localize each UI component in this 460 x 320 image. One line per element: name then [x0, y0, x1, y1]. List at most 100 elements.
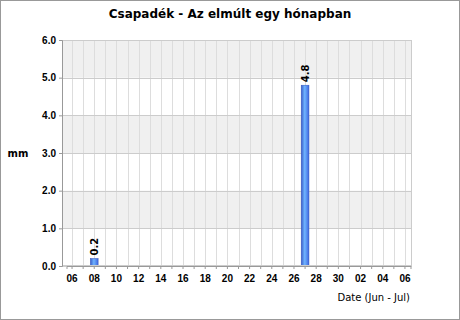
tick-mark [116, 266, 117, 269]
tick-mark [171, 266, 172, 269]
plot-area [62, 40, 412, 266]
tick-label: 3.0 [42, 148, 56, 159]
tick-mark [360, 266, 361, 269]
tick-label: 16 [177, 273, 189, 284]
x-axis-title: Date (Jun - Jul) [337, 292, 410, 303]
data-label: 0.2 [89, 238, 100, 256]
x-tick [349, 266, 350, 269]
y-tick: 3.0 [42, 148, 62, 159]
tick-mark [183, 266, 184, 269]
y-tick: 6.0 [42, 35, 62, 46]
tick-label: 02 [355, 273, 367, 284]
tick-mark [238, 266, 239, 269]
x-tick [127, 266, 128, 269]
tick-mark [138, 266, 139, 269]
tick-label: 24 [266, 273, 278, 284]
tick-mark [59, 266, 62, 267]
tick-label: 10 [111, 273, 123, 284]
x-tick: 22 [244, 266, 256, 284]
tick-mark [59, 191, 62, 192]
x-tick: 28 [311, 266, 323, 284]
x-tick: 18 [200, 266, 212, 284]
x-tick: 20 [222, 266, 234, 284]
x-tick: 24 [266, 266, 278, 284]
bar [301, 85, 309, 266]
x-tick [305, 266, 306, 269]
tick-label: 18 [200, 273, 212, 284]
y-axis: 0.01.02.03.04.05.06.0 [42, 35, 62, 272]
tick-mark [293, 266, 294, 269]
x-tick [171, 266, 172, 269]
tick-mark [327, 266, 328, 269]
bars [90, 85, 309, 266]
tick-mark [316, 266, 317, 269]
x-axis: 06081012141618202224262830020406 [66, 266, 411, 284]
tick-label: 06 [399, 273, 411, 284]
tick-label: 0.0 [42, 261, 56, 272]
tick-mark [338, 266, 339, 269]
grid-band [62, 191, 412, 229]
y-axis-title: mm [8, 148, 29, 159]
x-tick: 02 [355, 266, 367, 284]
y-tick: 0.0 [42, 261, 62, 272]
grid-line [62, 228, 412, 229]
x-tick: 08 [89, 266, 101, 284]
tick-mark [59, 115, 62, 116]
x-tick [327, 266, 328, 269]
tick-mark [271, 266, 272, 269]
x-tick [371, 266, 372, 269]
tick-mark [216, 266, 217, 269]
tick-label: 30 [333, 273, 345, 284]
tick-label: 22 [244, 273, 256, 284]
tick-mark [94, 266, 95, 269]
x-tick [260, 266, 261, 269]
data-label: 4.8 [300, 64, 311, 82]
x-axis-line [67, 267, 411, 270]
tick-label: 4.0 [42, 110, 56, 121]
grid-line [62, 153, 412, 154]
bar [90, 258, 98, 266]
x-tick: 04 [377, 266, 389, 284]
tick-mark [59, 153, 62, 154]
tick-mark [83, 266, 84, 269]
tick-label: 06 [66, 273, 78, 284]
tick-label: 12 [133, 273, 145, 284]
tick-mark [249, 266, 250, 269]
x-tick [83, 266, 84, 269]
title: Csapadék - Az elmúlt egy hónapban [109, 7, 352, 21]
tick-label: 5.0 [42, 72, 56, 83]
tick-label: 14 [155, 273, 167, 284]
tick-mark [282, 266, 283, 269]
tick-label: 6.0 [42, 35, 56, 46]
tick-mark [205, 266, 206, 269]
tick-mark [305, 266, 306, 269]
tick-mark [127, 266, 128, 269]
tick-mark [105, 266, 106, 269]
x-tick: 12 [133, 266, 145, 284]
x-tick [238, 266, 239, 269]
tick-mark [382, 266, 383, 269]
tick-mark [59, 78, 62, 79]
frame [1, 1, 460, 320]
x-tick: 10 [111, 266, 123, 284]
x-tick [216, 266, 217, 269]
y-tick: 4.0 [42, 110, 62, 121]
plot-frame [63, 41, 412, 266]
chart: 0.01.02.03.04.05.06.00608101214161820222… [0, 0, 460, 320]
tick-mark [72, 266, 73, 269]
tick-mark [227, 266, 228, 269]
x-tick [393, 266, 394, 269]
tick-mark [59, 40, 62, 41]
x-tick: 16 [177, 266, 189, 284]
x-tick: 06 [66, 266, 78, 284]
x-tick [149, 266, 150, 269]
y-tick: 5.0 [42, 72, 62, 83]
tick-mark [404, 266, 405, 269]
x-tick: 06 [399, 266, 411, 284]
x-tick: 14 [155, 266, 167, 284]
x-tick [194, 266, 195, 269]
grid-band [62, 115, 412, 153]
tick-mark [194, 266, 195, 269]
grid-line [62, 78, 412, 79]
tick-label: 1.0 [42, 223, 56, 234]
